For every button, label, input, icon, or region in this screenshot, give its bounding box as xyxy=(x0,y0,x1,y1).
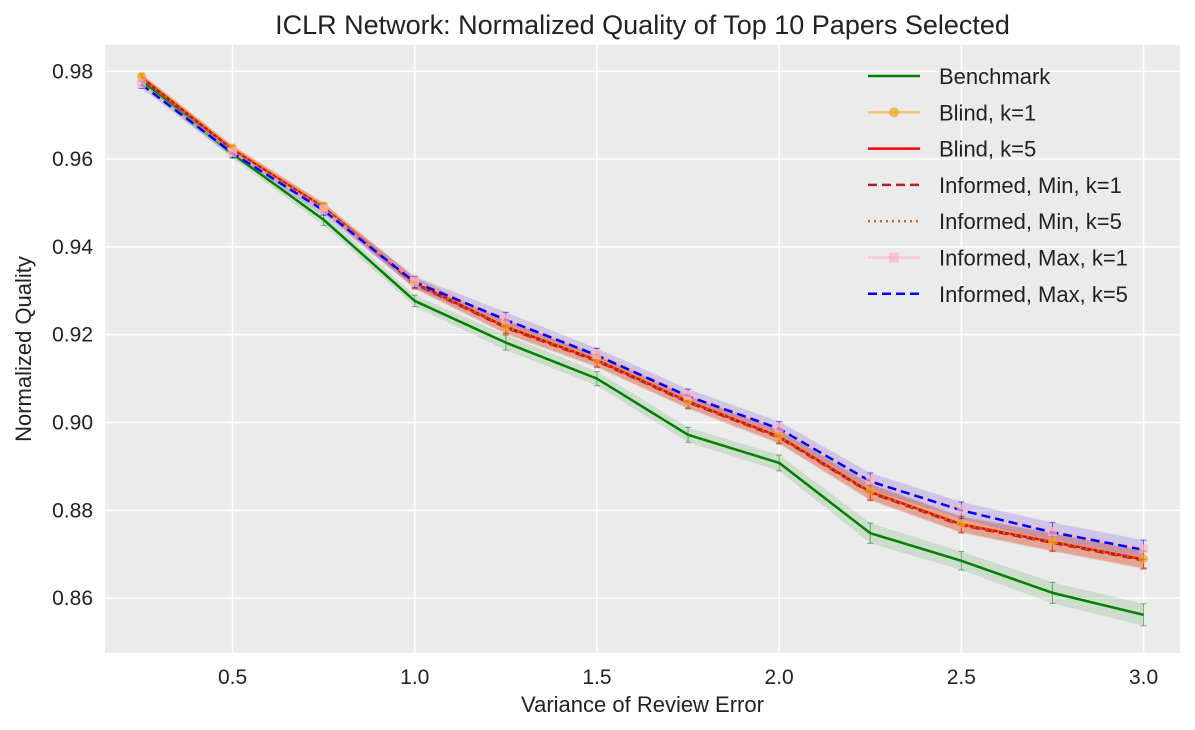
legend-label: Benchmark xyxy=(939,64,1051,89)
blind-k-1-point xyxy=(1139,554,1149,564)
x-axis-ticks: 0.5 1.0 1.5 2.0 2.5 3.0 xyxy=(218,666,1158,689)
informed-max-k-1-point xyxy=(592,349,602,359)
legend-label: Informed, Min, k=5 xyxy=(939,209,1122,234)
blind-k-1-point xyxy=(774,431,784,441)
series-markers xyxy=(136,72,1149,564)
informed-max-k-1-point xyxy=(501,314,511,324)
legend-label: Informed, Min, k=1 xyxy=(939,173,1122,198)
legend-label: Informed, Max, k=5 xyxy=(939,282,1128,307)
y-axis-label: Normalized Quality xyxy=(11,256,36,442)
y-tick-label: 0.94 xyxy=(52,236,93,259)
y-tick-label: 0.90 xyxy=(52,412,93,435)
legend: Benchmark Blind, k=1 Blind, k=5 Informed, M… xyxy=(868,64,1128,307)
legend-item-informed-max-k-1: Informed, Max, k=1 xyxy=(868,246,1128,271)
y-tick-label: 0.88 xyxy=(52,499,93,522)
legend-label: Blind, k=1 xyxy=(939,100,1036,125)
blind-k-1-point xyxy=(136,72,146,82)
legend-item-informed-min-k-1: Informed, Min, k=1 xyxy=(868,173,1122,198)
y-axis-ticks: 0.86 0.88 0.90 0.92 0.94 0.96 0.98 xyxy=(52,60,93,610)
informed-max-k-1-point xyxy=(228,147,238,157)
plot-area xyxy=(105,45,1180,653)
blind-k-1-point xyxy=(1047,536,1057,546)
series-lines xyxy=(140,75,1144,617)
informed-min-k-1-line xyxy=(140,76,1144,562)
x-tick-label: 3.0 xyxy=(1129,666,1158,689)
legend-item-informed-min-k-5: Informed, Min, k=5 xyxy=(868,209,1122,234)
y-tick-label: 0.86 xyxy=(52,587,93,610)
informed-max-k-1-point xyxy=(956,504,966,514)
y-tick-label: 0.98 xyxy=(52,60,93,83)
x-axis-label: Variance of Review Error xyxy=(521,692,764,717)
legend-marker xyxy=(889,107,899,118)
informed-max-k-1-point xyxy=(1139,544,1149,554)
legend-label: Informed, Max, k=1 xyxy=(939,246,1128,271)
chart-title: ICLR Network: Normalized Quality of Top … xyxy=(275,10,1010,40)
x-tick-label: 2.5 xyxy=(947,666,976,689)
informed-max-k-1-point xyxy=(319,205,329,215)
informed-max-k-1-point xyxy=(683,390,693,400)
x-tick-label: 0.5 xyxy=(218,666,247,689)
blind-k-1-point xyxy=(865,486,875,496)
legend-item-benchmark: Benchmark xyxy=(868,64,1051,89)
informed-max-k-1-point xyxy=(410,276,420,286)
informed-max-k-1-point xyxy=(1047,526,1057,536)
x-tick-label: 1.5 xyxy=(582,666,611,689)
x-tick-label: 2.0 xyxy=(765,666,794,689)
x-tick-label: 1.0 xyxy=(400,666,429,689)
informed-max-k-5-line xyxy=(140,83,1144,552)
informed-max-k-1-point xyxy=(774,423,784,433)
legend-item-informed-max-k-5: Informed, Max, k=5 xyxy=(868,282,1128,307)
blind-k-1-point xyxy=(956,518,966,528)
legend-marker xyxy=(889,252,899,263)
legend-item-blind-k-1: Blind, k=1 xyxy=(868,100,1036,125)
benchmark-line xyxy=(140,80,1144,617)
informed-max-k-1-point xyxy=(865,475,875,485)
legend-label: Blind, k=5 xyxy=(939,137,1036,162)
legend-item-blind-k-5: Blind, k=5 xyxy=(868,137,1036,162)
blind-k-1-point xyxy=(501,321,511,331)
y-tick-label: 0.96 xyxy=(52,148,93,171)
informed-max-k-1-point xyxy=(136,79,146,89)
y-tick-label: 0.92 xyxy=(52,324,93,347)
